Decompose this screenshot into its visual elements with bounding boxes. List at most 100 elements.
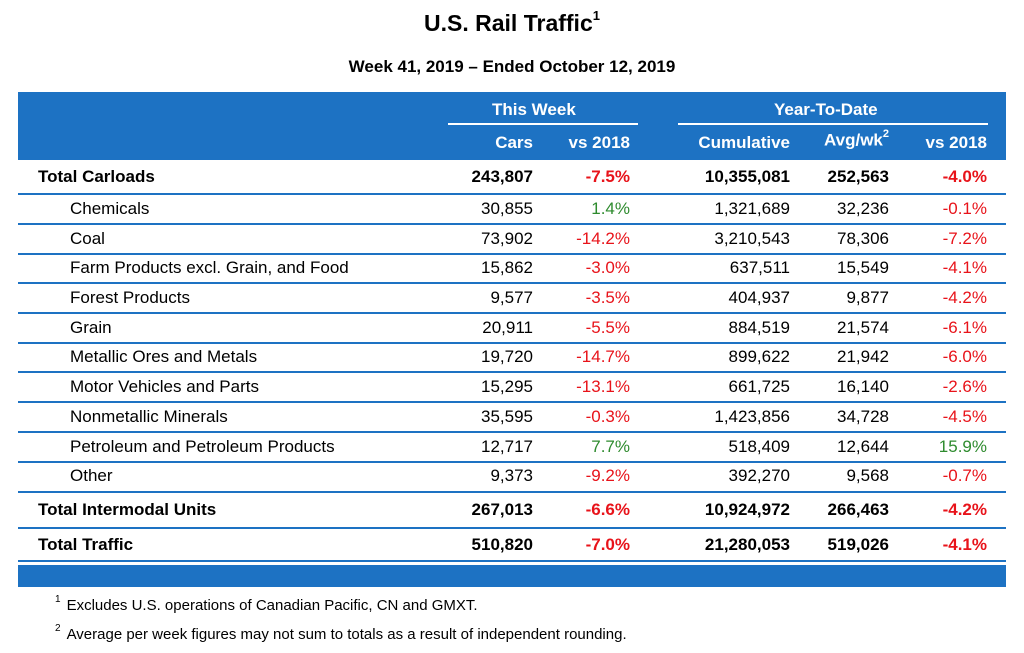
row-label: Total Intermodal Units: [38, 500, 217, 519]
col-header-avg-text: Avg/wk: [823, 130, 883, 150]
cell-ytd: -0.1%: [942, 199, 987, 218]
cell-avg: 9,568: [846, 466, 889, 485]
row-label: Grain: [70, 318, 112, 337]
row-separator: [18, 342, 1006, 344]
row-label: Farm Products excl. Grain, and Food: [70, 258, 349, 277]
row-separator: [18, 282, 1006, 284]
row-separator: [18, 312, 1006, 314]
row-label: Chemicals: [70, 199, 150, 218]
row-separator: [18, 401, 1006, 403]
cell-vs: 7.7%: [591, 437, 630, 456]
cell-cars: 15,862: [481, 258, 533, 277]
cell-vs: -7.0%: [585, 535, 630, 554]
cell-ytd: -2.6%: [942, 377, 987, 396]
row-label: Total Carloads: [38, 167, 155, 186]
title-footnote-marker: 1: [592, 8, 600, 24]
footnote-1-marker: 1: [55, 594, 61, 605]
col-header-cumulative: Cumulative: [698, 133, 790, 152]
footnote-2-marker: 2: [55, 623, 61, 634]
cell-vs: 1.4%: [591, 199, 630, 218]
cell-cum: 10,355,081: [704, 167, 790, 186]
cell-cum: 637,511: [729, 258, 790, 277]
cell-avg: 15,549: [837, 258, 889, 277]
row-separator: [18, 371, 1006, 373]
cell-vs: -14.2%: [576, 229, 630, 248]
footnote-2-text: Average per week figures may not sum to …: [66, 626, 627, 643]
cell-cum: 518,409: [728, 437, 790, 456]
footnote-1: 1 Excludes U.S. operations of Canadian Pa…: [55, 594, 478, 614]
cell-cum: 10,924,972: [704, 500, 790, 519]
cell-cars: 15,295: [481, 377, 533, 396]
cell-vs: -9.2%: [585, 466, 630, 485]
this-week-underline: [448, 123, 638, 125]
row-separator: [18, 560, 1006, 562]
cell-avg: 266,463: [827, 500, 889, 519]
cell-avg: 32,236: [837, 199, 889, 218]
cell-cars: 20,911: [482, 318, 533, 337]
cell-vs: -0.3%: [585, 407, 630, 426]
cell-cum: 3,210,543: [714, 229, 790, 248]
cell-ytd: -4.0%: [942, 167, 987, 186]
cell-cars: 35,595: [481, 407, 533, 426]
col-header-cars: Cars: [495, 133, 533, 152]
cell-ytd: -4.5%: [942, 407, 987, 426]
avg-footnote-marker: 2: [882, 128, 889, 140]
row-separator: [18, 431, 1006, 433]
cell-ytd: -0.7%: [942, 466, 987, 485]
row-label: Total Traffic: [38, 535, 134, 554]
cell-cars: 243,807: [471, 167, 533, 186]
table-header: This Week Year-To-Date Cars vs 2018 Cumu…: [18, 92, 1006, 160]
footnote-2: 2 Average per week figures may not sum to…: [55, 623, 627, 643]
cell-cum: 392,270: [728, 466, 790, 485]
row-separator: [18, 461, 1006, 463]
cell-cars: 9,373: [490, 466, 533, 485]
col-header-vs2018: vs 2018: [568, 133, 630, 152]
row-label: Forest Products: [70, 288, 190, 307]
title-text: U.S. Rail Traffic: [424, 10, 593, 36]
row-separator: [18, 491, 1006, 493]
cell-vs: -7.5%: [585, 167, 630, 186]
cell-cum: 899,622: [728, 347, 790, 366]
cell-ytd: -6.0%: [942, 347, 987, 366]
cell-avg: 252,563: [827, 167, 889, 186]
cell-vs: -13.1%: [576, 377, 630, 396]
cell-avg: 21,942: [837, 347, 889, 366]
this-week-group-header: This Week: [492, 100, 576, 119]
page-title: U.S. Rail Traffic1: [0, 8, 1024, 37]
ytd-underline: [678, 123, 988, 125]
cell-cum: 661,725: [728, 377, 790, 396]
cell-cum: 1,423,856: [714, 407, 790, 426]
cell-cars: 12,717: [481, 437, 533, 456]
cell-ytd: -7.2%: [942, 229, 987, 248]
cell-avg: 12,644: [837, 437, 889, 456]
row-label: Nonmetallic Minerals: [70, 407, 228, 426]
row-label: Petroleum and Petroleum Products: [70, 437, 335, 456]
col-header-avg: Avg/wk2: [823, 128, 889, 151]
cell-avg: 9,877: [846, 288, 889, 307]
cell-vs: -6.6%: [585, 500, 630, 519]
cell-vs: -3.5%: [585, 288, 630, 307]
table-footer-bar: [18, 565, 1006, 587]
page-subtitle: Week 41, 2019 – Ended October 12, 2019: [348, 57, 676, 76]
cell-vs: -14.7%: [576, 347, 630, 366]
cell-ytd: -4.2%: [942, 500, 987, 519]
cell-cars: 267,013: [471, 500, 533, 519]
row-separator: [18, 223, 1006, 225]
cell-cars: 73,902: [481, 229, 533, 248]
cell-ytd: 15.9%: [938, 437, 987, 456]
cell-cars: 19,720: [481, 347, 533, 366]
footnote-1-text: Excludes U.S. operations of Canadian Pac…: [66, 597, 478, 614]
row-label: Other: [70, 466, 113, 485]
row-label: Motor Vehicles and Parts: [70, 377, 259, 396]
row-separator: [18, 193, 1006, 195]
row-label: Metallic Ores and Metals: [70, 347, 258, 366]
cell-ytd: -6.1%: [942, 318, 987, 337]
cell-vs: -5.5%: [585, 318, 630, 337]
cell-avg: 34,728: [837, 407, 889, 426]
row-separator: [18, 527, 1006, 529]
cell-cars: 30,855: [481, 199, 533, 218]
cell-cum: 21,280,053: [704, 535, 790, 554]
cell-cum: 884,519: [728, 318, 790, 337]
cell-cars: 510,820: [471, 535, 533, 554]
cell-cum: 1,321,689: [714, 199, 790, 218]
